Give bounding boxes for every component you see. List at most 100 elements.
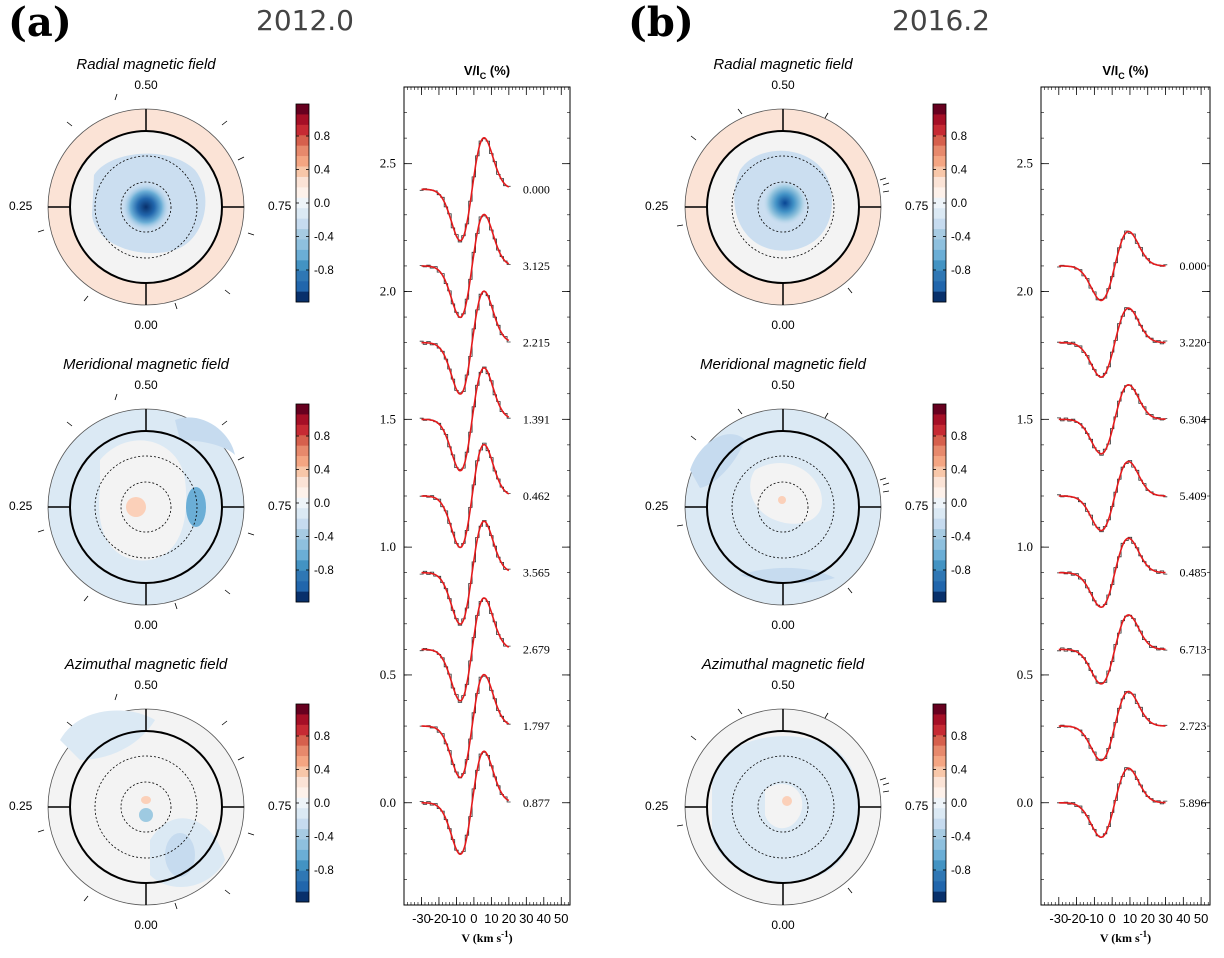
colorbar-swatch <box>296 124 309 136</box>
phase-axis-marks <box>48 409 244 605</box>
colorbar-swatch <box>296 766 309 778</box>
colorbar-swatch <box>296 187 309 199</box>
colorbar-swatch <box>933 135 946 146</box>
latitude-circle <box>120 481 172 533</box>
colorbar-swatch <box>296 570 309 582</box>
rotation-phase-label: 0.000 <box>523 182 550 196</box>
colorbar-swatch <box>296 529 309 540</box>
colorbar-tick-label: 0.4 <box>314 465 331 477</box>
colorbar-swatch <box>933 291 946 303</box>
colorbar-swatch <box>933 435 946 446</box>
rotation-phase-label: 2.723 <box>1180 719 1207 733</box>
field-spot-positive <box>782 796 792 806</box>
stokes-v-plot-b: V/IC (%)V (km s-1)-30-20-10 0 10 20 30 40 500.… <box>1017 63 1211 945</box>
model-profile <box>421 290 510 395</box>
colorbar-swatch <box>933 818 946 830</box>
observation-phase-ticks <box>37 93 255 310</box>
stokes-v-plot-a: V/IC (%) V (km s-1) -30-20-10 0 10 20 30 40 50 0.… <box>380 63 571 945</box>
colorbar-tick-label: -0.8 <box>314 265 334 277</box>
colorbar-b-meridional: 0.8 0.4 0.0 -0.4 -0.8 <box>932 403 971 603</box>
map-a-radial: Radial magnetic field 0.50 0.00 0.25 0.7… <box>9 56 292 332</box>
colorbar-tick-label: 0.8 <box>314 131 330 143</box>
model-profile <box>421 443 510 549</box>
model-profile <box>421 367 510 472</box>
plot-title: V/IC (%) <box>1102 63 1148 81</box>
colorbar-swatch <box>933 704 946 715</box>
colorbar-a-meridional: 0.8 0.4 0.0 -0.4 -0.8 <box>295 403 334 603</box>
colorbar-b-radial: 0.8 0.4 0.0 -0.4 -0.8 <box>932 103 971 303</box>
colorbar-swatch <box>933 745 946 757</box>
phase-right: 0.75 <box>268 799 292 813</box>
colorbar-swatch <box>933 839 946 851</box>
colorbar-swatch <box>296 787 309 799</box>
colorbar-tick-label: 0.0 <box>314 798 330 810</box>
colorbar-swatch <box>296 476 309 488</box>
x-tick-label: -30 <box>412 911 431 926</box>
latitude-circle <box>757 781 809 833</box>
colorbar-swatch <box>933 424 946 436</box>
field-region-negative <box>690 434 745 488</box>
colorbar-swatch <box>933 208 946 219</box>
colorbar-swatch <box>933 787 946 799</box>
observation-phase-ticks <box>37 693 255 910</box>
colorbar-swatch <box>933 870 946 882</box>
colorbar-tick-label: 0.8 <box>951 431 967 443</box>
x-tick-label: 0 <box>1109 911 1116 926</box>
x-tick-label: 30 <box>1158 911 1172 926</box>
colorbar-swatch <box>933 570 946 582</box>
phase-bottom: 0.00 <box>771 918 795 932</box>
colorbar-swatch <box>933 735 946 746</box>
phase-bottom: 0.00 <box>134 918 158 932</box>
panel-a-epoch: 2012.0 <box>256 4 354 37</box>
map-title: Azimuthal magnetic field <box>64 656 228 673</box>
colorbar-tick-label: 0.0 <box>951 198 967 210</box>
rotation-phase-label: 1.797 <box>523 719 550 733</box>
colorbar-swatch <box>933 756 946 767</box>
model-profile <box>1058 537 1166 609</box>
colorbar-swatch <box>296 424 309 436</box>
colorbar-tick-label: -0.8 <box>951 865 971 877</box>
y-tick-label: 2.0 <box>380 284 396 299</box>
colorbar-swatch <box>933 860 946 872</box>
colorbar-swatch <box>296 808 309 819</box>
colorbar-swatch <box>933 714 946 726</box>
observation-phase-ticks <box>37 393 255 610</box>
colorbar-tick-label: 0.8 <box>951 131 967 143</box>
rotation-phase-label: 3.220 <box>1180 336 1207 350</box>
model-profile <box>421 750 510 856</box>
y-tick-label: 2.0 <box>1017 284 1033 299</box>
colorbar-swatch <box>296 518 309 530</box>
x-axis-label: V (km s-1) <box>461 929 512 945</box>
rotation-phase-label: 3.565 <box>523 566 550 580</box>
y-tick-label: 1.5 <box>380 411 396 426</box>
model-profile <box>1058 614 1166 685</box>
field-spot-positive <box>778 496 786 504</box>
phase-axis-marks <box>48 709 244 905</box>
model-profile <box>1058 460 1166 532</box>
colorbar-tick-label: 0.0 <box>314 198 330 210</box>
colorbar-swatch <box>296 818 309 830</box>
phase-bottom: 0.00 <box>771 618 795 632</box>
x-tick-label: -10 <box>1085 911 1104 926</box>
model-profile <box>1058 383 1166 455</box>
x-tick-label: -10 <box>447 911 466 926</box>
field-region-negative <box>60 710 155 760</box>
colorbar-tick-label: 0.4 <box>314 165 331 177</box>
phase-axis-marks <box>685 109 881 305</box>
phase-top: 0.50 <box>771 78 795 92</box>
colorbar-swatch <box>296 281 309 292</box>
colorbar-tick-label: 0.4 <box>951 465 968 477</box>
observed-profile <box>1057 536 1168 608</box>
observed-profile <box>1057 767 1168 838</box>
model-profile <box>1058 690 1166 762</box>
colorbar-tick-label: 0.4 <box>951 165 968 177</box>
colorbar-swatch <box>296 218 309 230</box>
colorbar-swatch <box>296 229 309 240</box>
colorbar-swatch <box>296 291 309 303</box>
rotation-phase-label: 6.713 <box>1180 642 1207 656</box>
colorbar-swatch <box>296 829 309 840</box>
panel-b-epoch: 2016.2 <box>892 4 990 37</box>
colorbar-swatch <box>296 860 309 872</box>
colorbar-tick-label: -0.4 <box>951 232 971 244</box>
phase-left: 0.25 <box>9 199 33 213</box>
